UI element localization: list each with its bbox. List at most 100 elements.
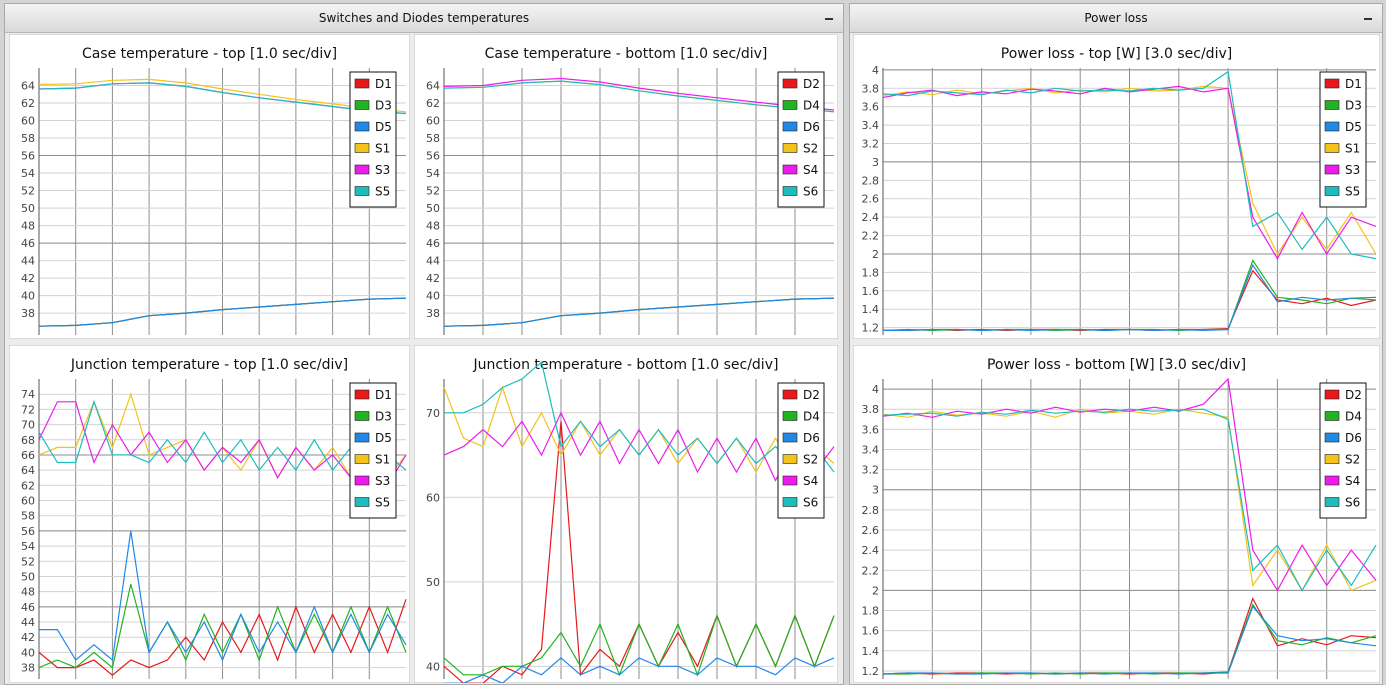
y-tick-label: 42 — [21, 272, 35, 285]
legend-swatch — [354, 497, 370, 507]
legend-label: D1 — [375, 388, 392, 402]
legend-label: S1 — [375, 142, 390, 156]
legend-box — [1319, 382, 1367, 519]
y-tick-label: 48 — [426, 220, 440, 233]
chart-background — [414, 345, 838, 683]
y-tick-label: 38 — [426, 307, 440, 320]
chart-svg: Power loss - bottom [W] [3.0 sec/div] 1.2… — [853, 345, 1380, 683]
legend-label: S6 — [803, 185, 818, 199]
legend-label: S4 — [803, 474, 818, 488]
y-tick-label: 4 — [872, 64, 879, 77]
y-tick-label: 2 — [872, 248, 879, 261]
y-tick-label: 40 — [21, 290, 35, 303]
chart-title: Case temperature - bottom [1.0 sec/div] — [485, 46, 768, 62]
y-tick-label: 40 — [426, 290, 440, 303]
series-line-s4 — [443, 77, 835, 111]
y-tick-label: 42 — [426, 272, 440, 285]
legend-label: D5 — [1345, 120, 1362, 134]
legend-label: S5 — [375, 496, 390, 510]
legend-label: D5 — [375, 431, 392, 445]
legend-swatch — [354, 100, 370, 110]
collapse-button[interactable] — [822, 8, 836, 26]
legend-swatch — [1324, 164, 1340, 175]
series-line-s1 — [882, 85, 1377, 256]
legend-box — [1319, 71, 1367, 208]
legend-swatch — [354, 475, 370, 486]
chart-power-loss-top: Power loss - top [W] [3.0 sec/div] 1.2 1.4… — [853, 34, 1380, 339]
y-tick-label: 48 — [21, 586, 35, 599]
legend-label: D6 — [803, 120, 820, 134]
legend-label: D5 — [375, 120, 392, 134]
series-line-d6 — [882, 605, 1377, 675]
y-tick-label: 62 — [21, 97, 35, 110]
y-tick-label: 52 — [426, 185, 440, 198]
chart-case-temperature-top: Case temperature - top [1.0 sec/div] 38 40… — [9, 34, 410, 339]
y-tick-label: 54 — [21, 540, 35, 553]
y-tick-label: 60 — [21, 115, 35, 128]
legend-swatch — [782, 411, 798, 421]
y-tick-label: 46 — [21, 601, 35, 614]
collapse-button[interactable] — [1361, 8, 1375, 26]
legend-swatch — [354, 186, 370, 196]
series-line-d5 — [883, 263, 1377, 332]
y-tick-label: 2 — [872, 584, 879, 597]
series-line-d2 — [882, 596, 1377, 675]
y-tick-label: 46 — [426, 237, 440, 250]
y-tick-label: 2.8 — [862, 504, 880, 517]
y-tick-label: 1.8 — [862, 266, 880, 279]
y-tick-label: 64 — [21, 464, 35, 477]
legend-label: D1 — [1345, 77, 1362, 91]
panel-title: Switches and Diodes temperatures — [318, 11, 530, 25]
y-tick-label: 1.8 — [862, 605, 880, 618]
series-line-s3 — [882, 85, 1377, 260]
y-tick-label: 2.4 — [862, 544, 880, 557]
legend-label: S2 — [803, 142, 818, 156]
legend-box — [349, 71, 397, 208]
legend-swatch — [354, 121, 370, 132]
legend-swatch — [354, 143, 370, 153]
legend-swatch — [782, 100, 798, 110]
y-tick-label: 2.8 — [862, 174, 880, 187]
y-tick-label: 44 — [21, 255, 35, 268]
y-tick-label: 3.4 — [862, 119, 880, 132]
y-tick-label: 56 — [21, 525, 35, 538]
legend: D2 D4 D6 S2 S4 S6 — [777, 382, 825, 519]
legend-label: S5 — [1345, 185, 1360, 199]
legend-label: S3 — [375, 163, 390, 177]
y-tick-label: 3.6 — [862, 423, 880, 436]
y-tick-label: 50 — [21, 202, 35, 215]
y-tick-label: 38 — [21, 662, 35, 675]
legend-box — [349, 382, 397, 519]
y-tick-label: 68 — [21, 434, 35, 447]
chart-svg: Case temperature - top [1.0 sec/div] 38 40… — [9, 34, 410, 339]
y-tick-label: 42 — [21, 631, 35, 644]
legend-box — [777, 71, 825, 208]
y-tick-label: 40 — [426, 660, 440, 673]
legend-label: D6 — [1345, 431, 1362, 445]
legend-swatch — [1324, 389, 1340, 400]
legend-label: D2 — [803, 77, 820, 91]
legend-label: D4 — [1345, 410, 1362, 424]
y-tick-label: 70 — [426, 407, 440, 420]
y-tick-label: 72 — [21, 403, 35, 416]
series-line-d6 — [444, 657, 835, 683]
legend-swatch — [1324, 121, 1340, 132]
legend: D2 D4 D6 S2 S4 S6 — [1319, 382, 1367, 519]
y-tick-label: 54 — [21, 167, 35, 180]
legend-swatch — [1324, 432, 1340, 443]
series-line-s4 — [882, 377, 1377, 592]
legend-label: D3 — [375, 99, 392, 113]
chart-junction-temperature-bottom: Junction temperature - bottom [1.0 sec/d… — [414, 345, 838, 683]
chart-svg: Junction temperature - bottom [1.0 sec/d… — [414, 345, 838, 683]
chart-case-temperature-bottom: Case temperature - bottom [1.0 sec/div] 3… — [414, 34, 838, 339]
chart-title: Power loss - bottom [W] [3.0 sec/div] — [987, 357, 1246, 373]
series-line-s5 — [38, 82, 407, 115]
legend-label: D2 — [1345, 388, 1362, 402]
y-tick-label: 46 — [21, 237, 35, 250]
series-line-s4 — [443, 411, 835, 482]
legend-swatch — [782, 121, 798, 132]
legend-label: D2 — [803, 388, 820, 402]
legend-swatch — [354, 164, 370, 175]
y-tick-label: 40 — [21, 646, 35, 659]
chart-junction-temperature-top: Junction temperature - top [1.0 sec/div]… — [9, 345, 410, 683]
